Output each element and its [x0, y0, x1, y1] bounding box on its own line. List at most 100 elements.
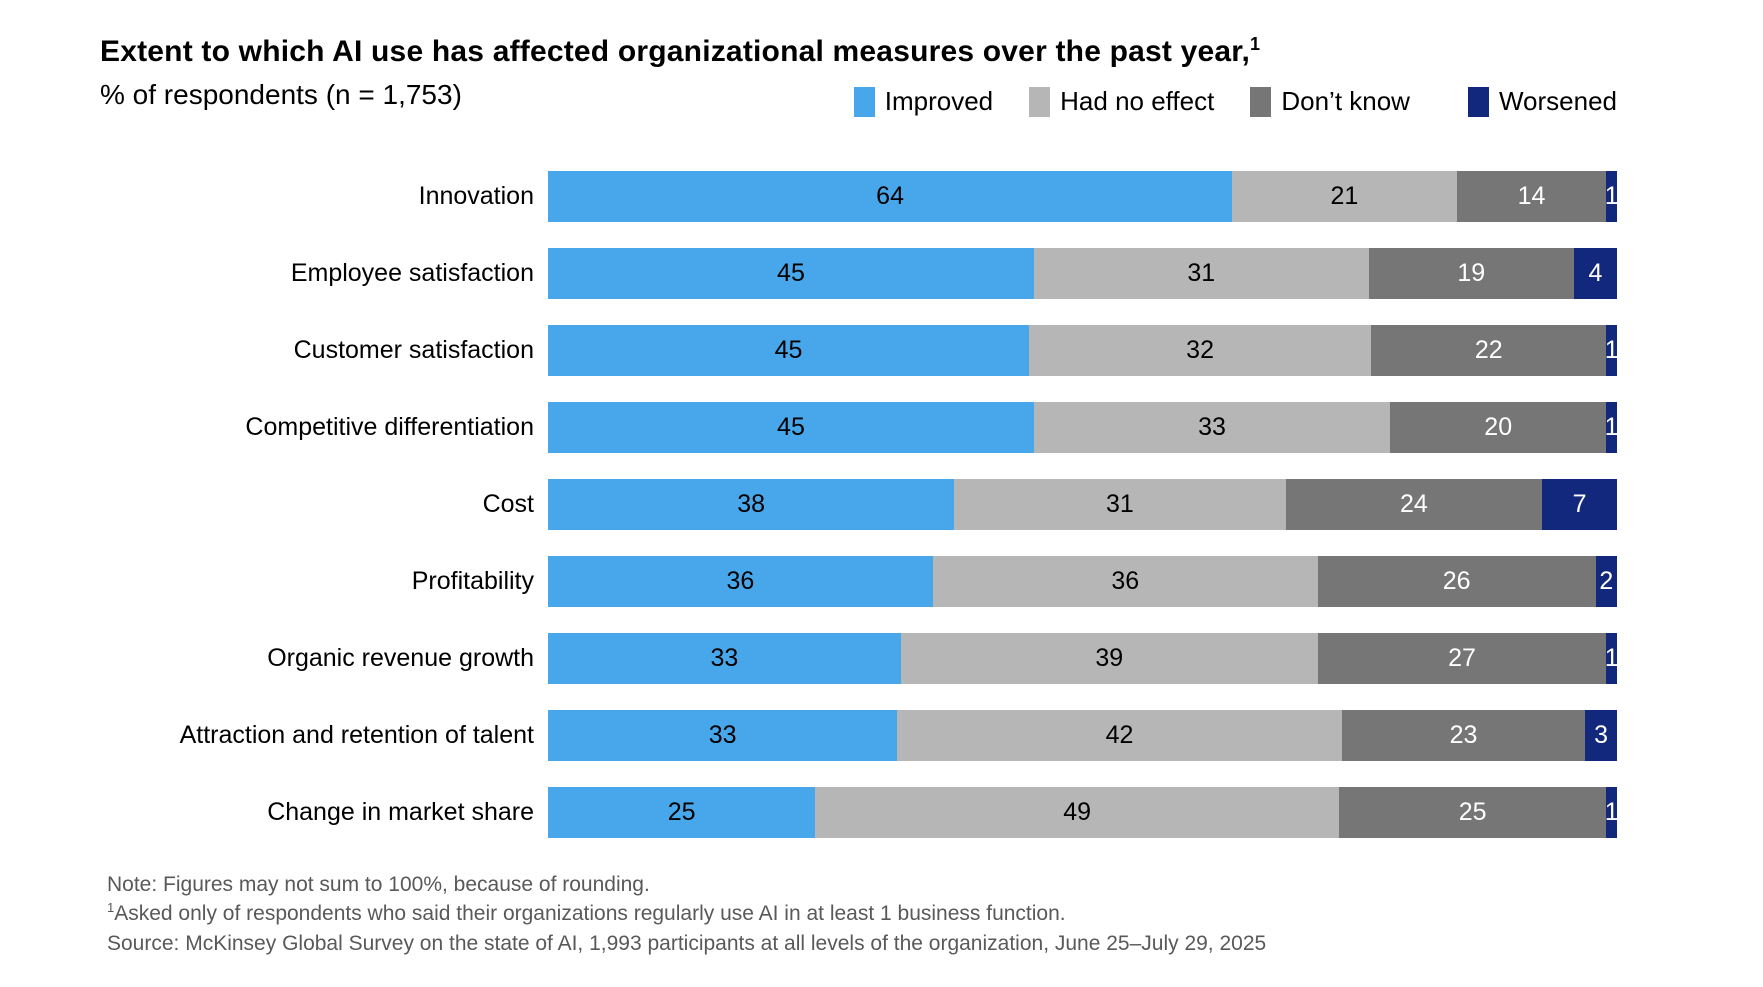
segment-value: 21 — [1330, 182, 1359, 210]
bar-segment-improved: 64 — [548, 171, 1233, 222]
title-footnote-marker: 1 — [1250, 34, 1261, 54]
bar-segment-improved: 36 — [548, 556, 933, 607]
segment-value: 20 — [1484, 413, 1513, 441]
bar-segment-had-no-effect: 21 — [1232, 171, 1457, 222]
chart-header: Extent to which AI use has affected orga… — [100, 34, 1617, 111]
segment-value: 49 — [1063, 798, 1092, 826]
legend-swatch-improved — [853, 86, 875, 117]
legend-swatch-worsened — [1467, 86, 1489, 117]
bar-segment-improved: 45 — [548, 248, 1034, 299]
bar-segment-worsened: 1 — [1604, 787, 1619, 838]
bar-segment-worsened: 1 — [1604, 325, 1619, 376]
note-line: Note: Figures may not sum to 100%, becau… — [107, 873, 650, 896]
footnotes: Note: Figures may not sum to 100%, becau… — [107, 870, 1266, 958]
category-label: Attraction and retention of talent — [179, 721, 534, 749]
segment-value: 25 — [667, 798, 696, 826]
bar-segment-improved: 33 — [548, 710, 898, 761]
segment-value: 27 — [1448, 644, 1476, 672]
segment-value: 64 — [876, 182, 904, 210]
segment-value: 3 — [1594, 721, 1609, 749]
bar-row-change-in-market-share: Change in market share 25 49 25 1 — [100, 787, 1619, 838]
segment-value: 22 — [1474, 336, 1503, 364]
segment-value: 42 — [1105, 721, 1134, 749]
bar-segment-don-t-know: 23 — [1341, 710, 1586, 761]
bar-row-innovation: Innovation 64 21 14 1 — [100, 171, 1619, 222]
bar-segment-worsened: 1 — [1605, 402, 1619, 453]
category-label: Change in market share — [267, 798, 534, 826]
category-label: Profitability — [411, 567, 534, 595]
bar-segment-don-t-know: 27 — [1317, 633, 1607, 684]
category-label: Organic revenue growth — [267, 644, 534, 672]
segment-value: 33 — [1198, 413, 1226, 441]
legend-label: Improved — [884, 86, 994, 116]
bar-segment-improved: 45 — [548, 402, 1034, 453]
category-label: Employee satisfaction — [290, 259, 534, 287]
segment-value: 32 — [1186, 336, 1214, 364]
segment-value: 25 — [1458, 798, 1487, 826]
segment-value: 45 — [777, 259, 805, 287]
bar-segment-worsened: 1 — [1605, 171, 1619, 222]
source-line: Source: McKinsey Global Survey on the st… — [107, 931, 1267, 955]
category-label: Customer satisfaction — [293, 336, 534, 364]
bar-row-profitability: Profitability 36 36 26 2 — [100, 556, 1617, 607]
bar-segment-don-t-know: 26 — [1317, 556, 1596, 607]
bar-profitability: 36 36 26 2 — [548, 556, 1617, 607]
segment-value: 39 — [1095, 644, 1124, 672]
bar-row-customer-satisfaction: Customer satisfaction 45 32 22 1 — [100, 325, 1619, 376]
stacked-bar-chart: Innovation 64 21 14 1 Employee satisfaction 45… — [100, 171, 1619, 838]
bar-employee-satisfaction: 45 31 19 4 — [548, 248, 1617, 299]
bar-segment-worsened: 4 — [1573, 248, 1617, 299]
bar-change-in-market-share: 25 49 25 1 — [548, 787, 1619, 838]
bar-segment-had-no-effect: 31 — [1033, 248, 1369, 299]
bar-segment-don-t-know: 19 — [1368, 248, 1574, 299]
bar-segment-don-t-know: 25 — [1339, 787, 1607, 838]
segment-value: 2 — [1599, 567, 1614, 595]
bar-segment-improved: 38 — [548, 479, 955, 530]
bar-cost: 38 31 24 7 — [548, 479, 1617, 530]
segment-value: 33 — [710, 644, 739, 672]
legend-swatch-had-no-effect — [1029, 86, 1051, 117]
segment-value: 36 — [726, 567, 755, 595]
bar-segment-had-no-effect: 31 — [954, 479, 1286, 530]
bar-segment-don-t-know: 14 — [1456, 171, 1607, 222]
bar-segment-had-no-effect: 39 — [900, 633, 1318, 684]
legend-item-had-no-effect: Had no effect — [1029, 86, 1214, 117]
segment-value: 26 — [1442, 567, 1471, 595]
bar-segment-had-no-effect: 42 — [897, 710, 1342, 761]
legend-swatch-don-t-know — [1250, 86, 1272, 117]
segment-value: 24 — [1399, 490, 1428, 518]
bar-segment-improved: 45 — [548, 325, 1030, 376]
legend: Improved Had no effect Don’t know Worsened — [853, 86, 1617, 117]
segment-value: 1 — [1604, 336, 1619, 364]
bar-customer-satisfaction: 45 32 22 1 — [548, 325, 1619, 376]
bar-segment-had-no-effect: 49 — [815, 787, 1340, 838]
footnote-marker: 1 — [107, 900, 115, 916]
bar-segment-had-no-effect: 32 — [1029, 325, 1372, 376]
page-title: Extent to which AI use has affected orga… — [100, 34, 1617, 70]
legend-item-don-t-know: Don’t know — [1250, 86, 1410, 117]
segment-value: 4 — [1588, 259, 1603, 287]
page-title-text: Extent to which AI use has affected orga… — [100, 35, 1251, 68]
segment-value: 1 — [1604, 798, 1619, 826]
legend-item-improved: Improved — [853, 86, 994, 117]
footnote-line: 1Asked only of respondents who said thei… — [107, 899, 1266, 928]
bar-segment-don-t-know: 20 — [1390, 402, 1607, 453]
bar-row-organic-revenue-growth: Organic revenue growth 33 39 27 1 — [100, 633, 1619, 684]
legend-label: Had no effect — [1060, 86, 1215, 116]
bar-row-competitive-differentiation: Competitive differentiation 45 33 20 1 — [100, 402, 1619, 453]
legend-label: Don’t know — [1281, 86, 1410, 116]
segment-value: 36 — [1111, 567, 1140, 595]
bar-row-employee-satisfaction: Employee satisfaction 45 31 19 4 — [100, 248, 1617, 299]
footnote-text: Asked only of respondents who said their… — [114, 902, 1066, 926]
bar-segment-worsened: 7 — [1542, 479, 1617, 530]
bar-segment-improved: 25 — [548, 787, 816, 838]
segment-value: 33 — [708, 721, 737, 749]
bar-innovation: 64 21 14 1 — [548, 171, 1619, 222]
segment-value: 23 — [1449, 721, 1478, 749]
segment-value: 45 — [777, 413, 805, 441]
bar-row-cost: Cost 38 31 24 7 — [100, 479, 1617, 530]
bar-segment-had-no-effect: 36 — [932, 556, 1318, 607]
segment-value: 14 — [1517, 182, 1546, 210]
segment-value: 31 — [1187, 259, 1216, 287]
